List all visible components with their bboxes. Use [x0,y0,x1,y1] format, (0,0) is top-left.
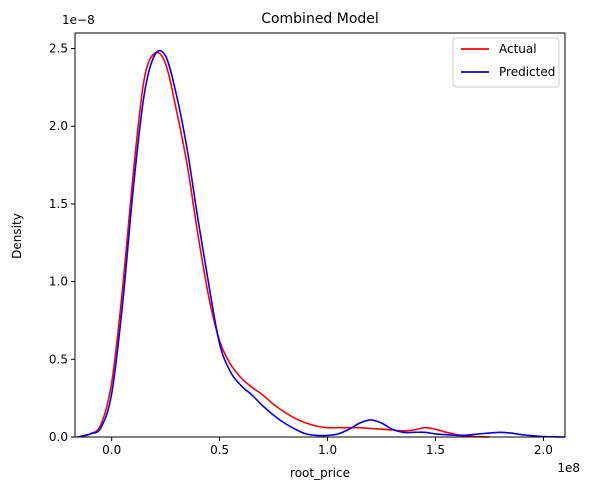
series-lines [77,49,566,438]
chart-title: Combined Model [261,11,379,27]
y-tick-label: 2.0 [49,119,68,133]
legend: Actual Predicted [452,37,560,88]
y-tick-label: 1.0 [49,275,68,289]
y-tick-label: 2.5 [49,42,68,56]
x-tick-label: 1.0 [318,443,337,457]
x-tick-label: 2.0 [534,443,553,457]
x-tick-label: 0.0 [102,443,121,457]
x-offset-label: 1e8 [557,461,580,475]
x-tick-label: 1.5 [426,443,445,457]
y-tick-label: 0.0 [49,430,68,444]
series-line-predicted [77,49,566,438]
legend-box [452,37,560,88]
y-axis-label: Density [10,213,24,259]
x-axis-label: root_price [290,466,350,480]
legend-label-predicted: Predicted [499,65,555,79]
plot-frame [74,32,566,438]
series-line-actual [79,51,490,438]
axis-ticks: 0.0 0.5 1.0 1.5 2.0 0.0 0.5 1.0 1.5 2.0 2.5 [49,42,553,457]
y-tick-label: 1.5 [49,197,68,211]
legend-label-actual: Actual [499,42,537,56]
y-tick-label: 0.5 [49,352,68,366]
x-tick-label: 0.5 [210,443,229,457]
y-offset-label: 1e−8 [62,13,95,27]
